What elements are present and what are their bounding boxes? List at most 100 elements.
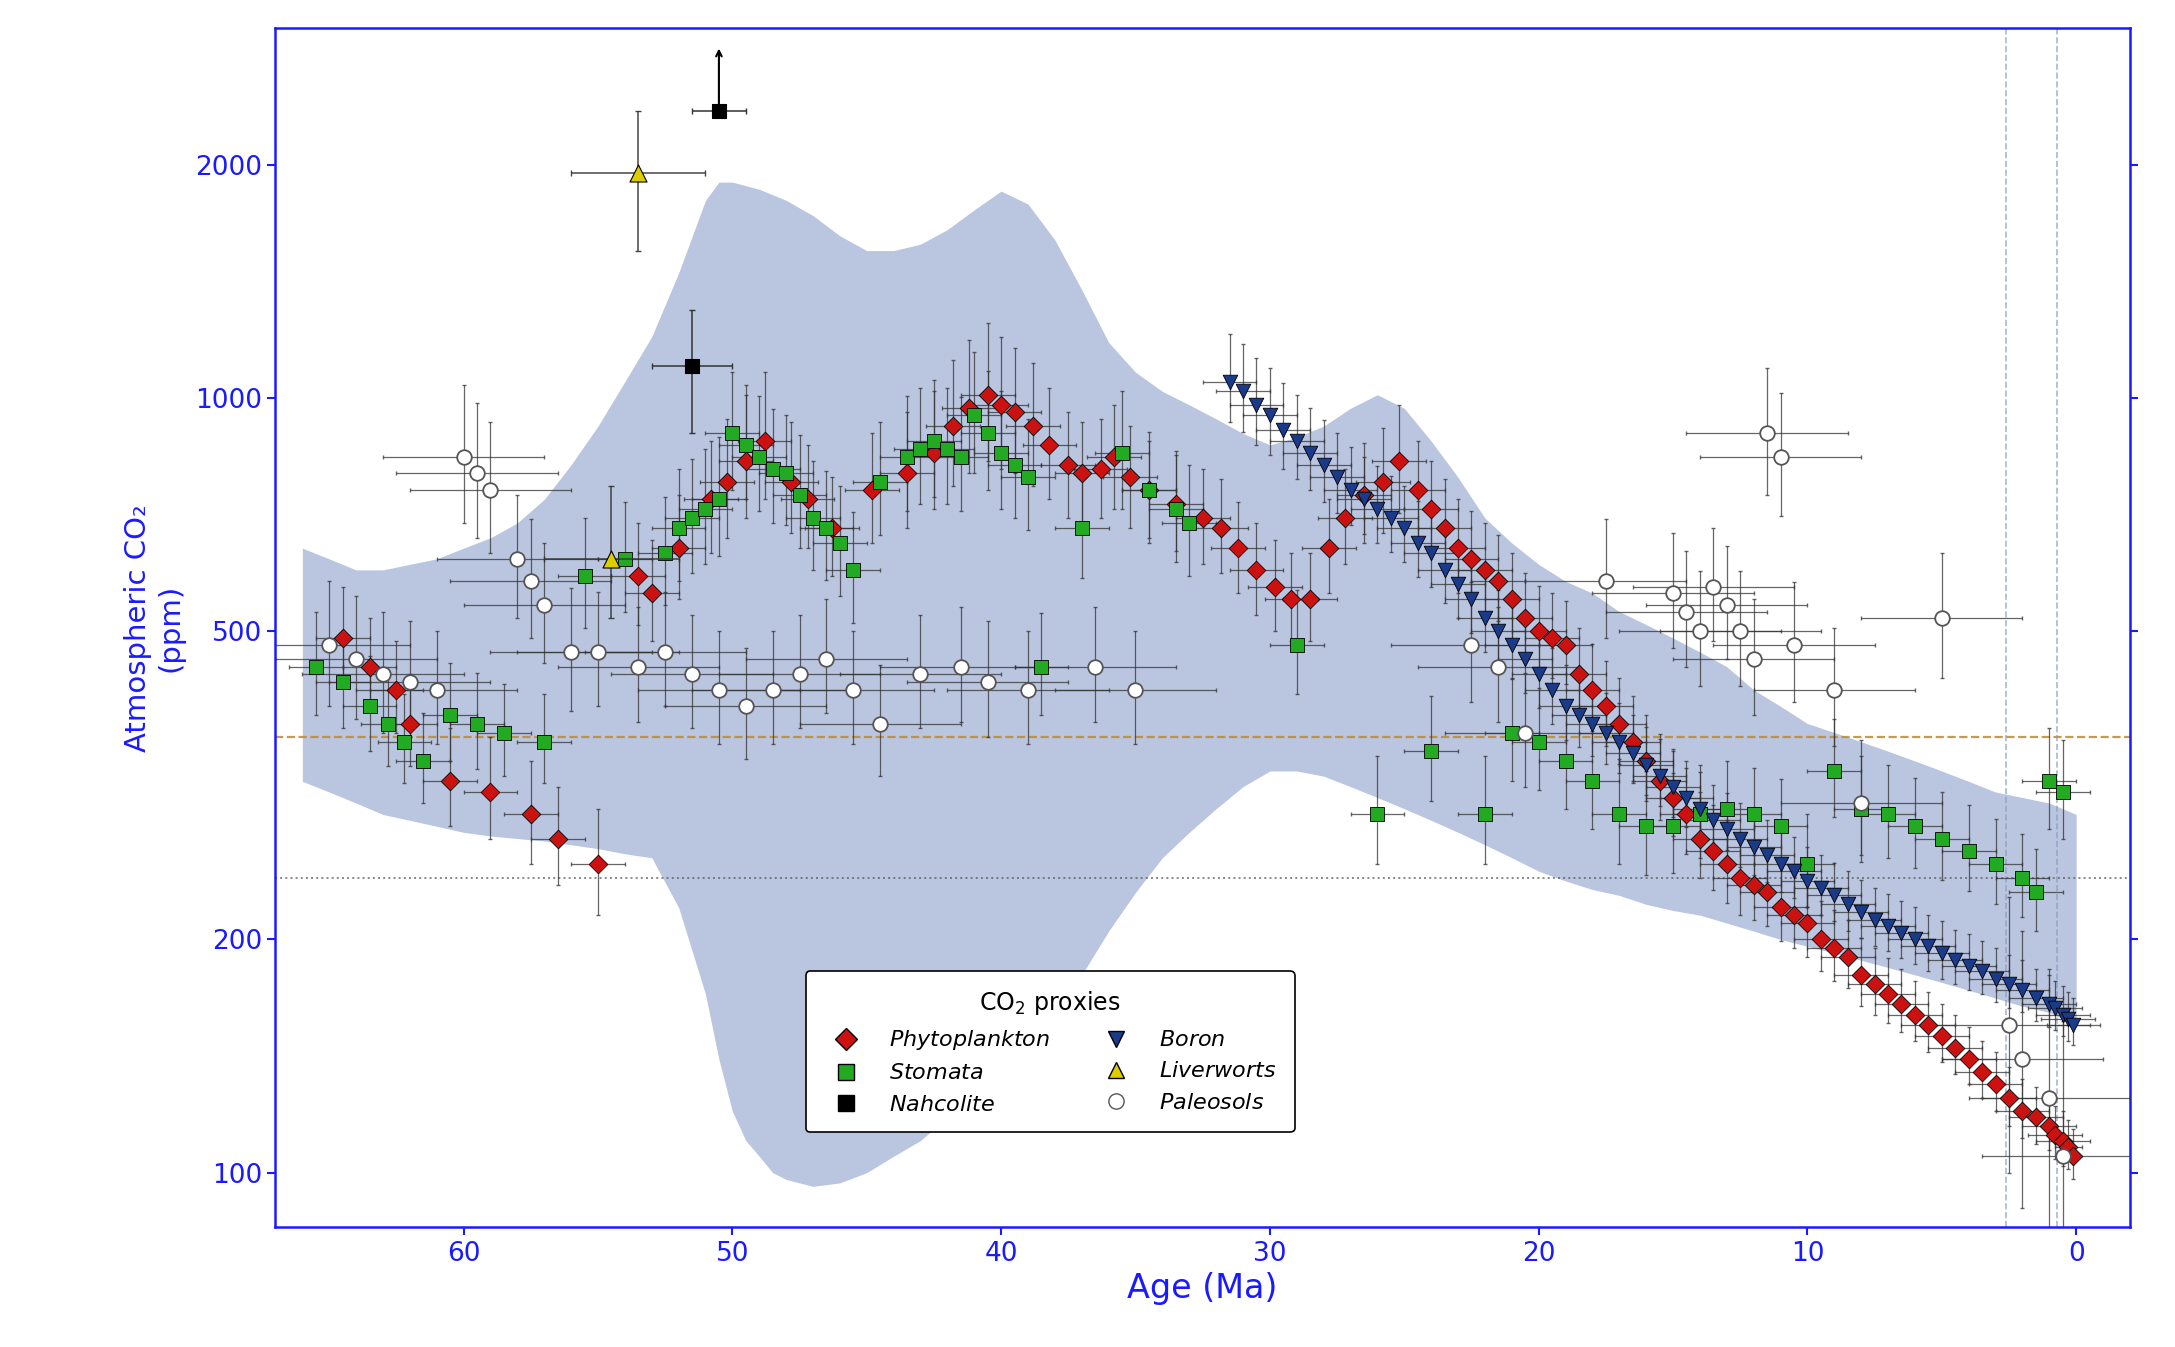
Point (1562, 704, 1596, 726)
Point (2044, 1004, 2079, 1025)
Point (1064, 462, 1098, 484)
Point (694, 489, 729, 511)
Point (1131, 480, 1166, 501)
Point (1668, 804, 1703, 826)
Point (1710, 818, 1744, 839)
Point (1346, 489, 1381, 511)
Point (1159, 493, 1194, 515)
Point (1520, 621, 1555, 643)
Point (1764, 897, 1799, 919)
Point (2031, 770, 2066, 792)
Point (2055, 1014, 2090, 1036)
Point (863, 713, 898, 734)
Point (1359, 498, 1394, 520)
Point (1977, 1074, 2012, 1095)
Point (1884, 993, 1918, 1014)
Point (835, 679, 870, 700)
Point (1884, 923, 1918, 944)
Point (1844, 901, 1879, 923)
Point (1240, 559, 1275, 581)
Point (1655, 776, 1690, 797)
Point (1992, 974, 2027, 995)
Point (1307, 454, 1342, 475)
Point (1253, 404, 1288, 426)
Point (1790, 854, 1825, 876)
Point (1803, 877, 1838, 898)
Point (1696, 841, 1731, 862)
Point (1372, 508, 1407, 529)
Point (1105, 442, 1140, 463)
Point (890, 462, 924, 484)
Point (1016, 415, 1051, 436)
Point (2055, 1145, 2090, 1167)
Point (1346, 484, 1381, 505)
Point (1159, 498, 1194, 520)
Point (420, 679, 455, 700)
Point (944, 656, 979, 678)
Point (1629, 815, 1664, 836)
Point (1455, 589, 1490, 610)
Point (1468, 804, 1503, 826)
Point (1844, 964, 1879, 986)
Point (783, 484, 818, 505)
Point (2005, 867, 2040, 889)
Point (748, 430, 783, 451)
Point (755, 458, 790, 480)
Point (1279, 430, 1314, 451)
Point (1925, 827, 1960, 849)
Point (1588, 722, 1623, 744)
Point (2038, 1123, 2073, 1145)
Point (1723, 621, 1757, 643)
Point (1710, 797, 1744, 819)
Point (1455, 548, 1490, 570)
Point (2005, 979, 2040, 1001)
Legend:   $\it{Phytoplankton}$,   $\it{Stomata}$,   $\it{Nahcolite}$,   $\it{Boron}$,   : $\it{Phytoplankton}$, $\it{Stomata}$, $\… (805, 971, 1294, 1133)
Point (1857, 909, 1892, 931)
Point (581, 854, 616, 876)
Point (298, 656, 333, 678)
Point (2018, 882, 2053, 904)
Point (433, 770, 468, 792)
Point (983, 395, 1018, 416)
Point (2051, 1136, 2086, 1157)
Point (729, 434, 763, 455)
Point (339, 648, 374, 669)
Point (1764, 854, 1799, 876)
Point (1964, 960, 1999, 982)
Point (1816, 760, 1851, 781)
Point (1683, 621, 1718, 643)
Point (661, 537, 696, 559)
Point (1816, 679, 1851, 700)
Point (742, 446, 776, 467)
Point (674, 508, 709, 529)
Point (607, 548, 642, 570)
Point (1024, 656, 1059, 678)
Point (796, 508, 831, 529)
Point (863, 471, 898, 493)
Point (1588, 695, 1623, 717)
Point (1549, 750, 1583, 772)
Point (1897, 1004, 1931, 1025)
Point (1414, 543, 1449, 564)
Point (1401, 532, 1436, 554)
Point (372, 713, 407, 734)
Point (474, 480, 509, 501)
Point (950, 397, 985, 419)
Point (1320, 466, 1355, 488)
X-axis label: Age (Ma): Age (Ma) (1127, 1272, 1279, 1305)
Point (387, 731, 422, 753)
Point (903, 664, 937, 686)
Point (1440, 537, 1475, 559)
Point (674, 356, 709, 377)
Point (1507, 648, 1542, 669)
Point (703, 489, 737, 511)
Point (1172, 512, 1207, 533)
Point (944, 446, 979, 467)
Point (1683, 797, 1718, 819)
Point (1696, 810, 1731, 831)
Point (620, 564, 655, 586)
Point (903, 438, 937, 459)
Point (1668, 787, 1703, 808)
Point (1468, 607, 1503, 629)
Point (1897, 815, 1931, 836)
